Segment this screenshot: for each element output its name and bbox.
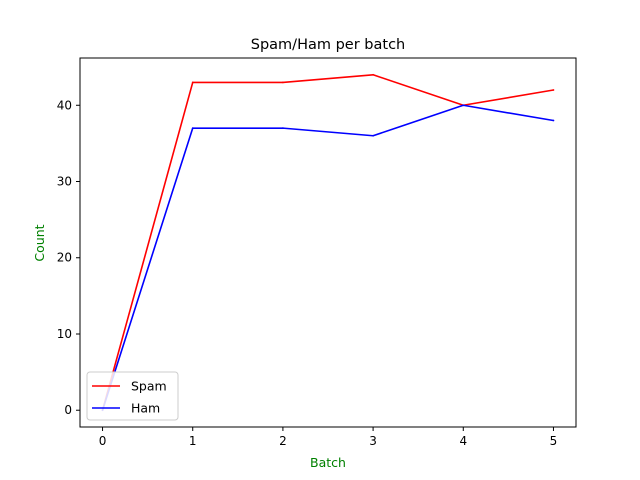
x-tick-label: 2: [279, 434, 287, 448]
x-tick-label: 3: [369, 434, 377, 448]
y-tick-label: 20: [57, 251, 72, 265]
legend-label-spam: Spam: [131, 379, 167, 394]
data-point-ham: [282, 127, 284, 130]
chart-title: Spam/Ham per batch: [251, 37, 405, 53]
legend-items: Spam Ham: [92, 379, 167, 416]
y-tick-label: 30: [57, 175, 72, 189]
y-axis-label: Count: [32, 224, 47, 261]
x-tick-label: 4: [459, 434, 467, 448]
y-tick-label: 0: [64, 403, 72, 417]
series-line-ham: [101, 104, 554, 411]
data-point-spam: [282, 81, 284, 84]
x-tick-label: 5: [550, 434, 558, 448]
x-axis-label: Batch: [310, 455, 346, 470]
data-point-ham: [462, 104, 465, 107]
data-point-ham: [552, 119, 555, 122]
data-point-spam: [552, 89, 555, 91]
legend: Spam Ham: [86, 371, 179, 421]
series-line-spam: [101, 73, 554, 411]
data-point-spam: [191, 81, 194, 84]
x-axis: 0 1 2 3 4 5: [99, 427, 558, 448]
plot-area-frame: [79, 57, 577, 428]
y-tick-label: 10: [57, 327, 72, 341]
y-tick-label: 40: [57, 98, 72, 112]
legend-label-ham: Ham: [131, 401, 160, 416]
data-point-ham: [372, 134, 374, 137]
y-axis: 0 10 20 30 40: [57, 98, 80, 417]
data-point-spam: [372, 73, 374, 76]
data-point-ham: [191, 127, 194, 130]
x-tick-label: 1: [189, 434, 197, 448]
x-tick-label: 0: [99, 434, 107, 448]
series-layer: [101, 73, 555, 412]
